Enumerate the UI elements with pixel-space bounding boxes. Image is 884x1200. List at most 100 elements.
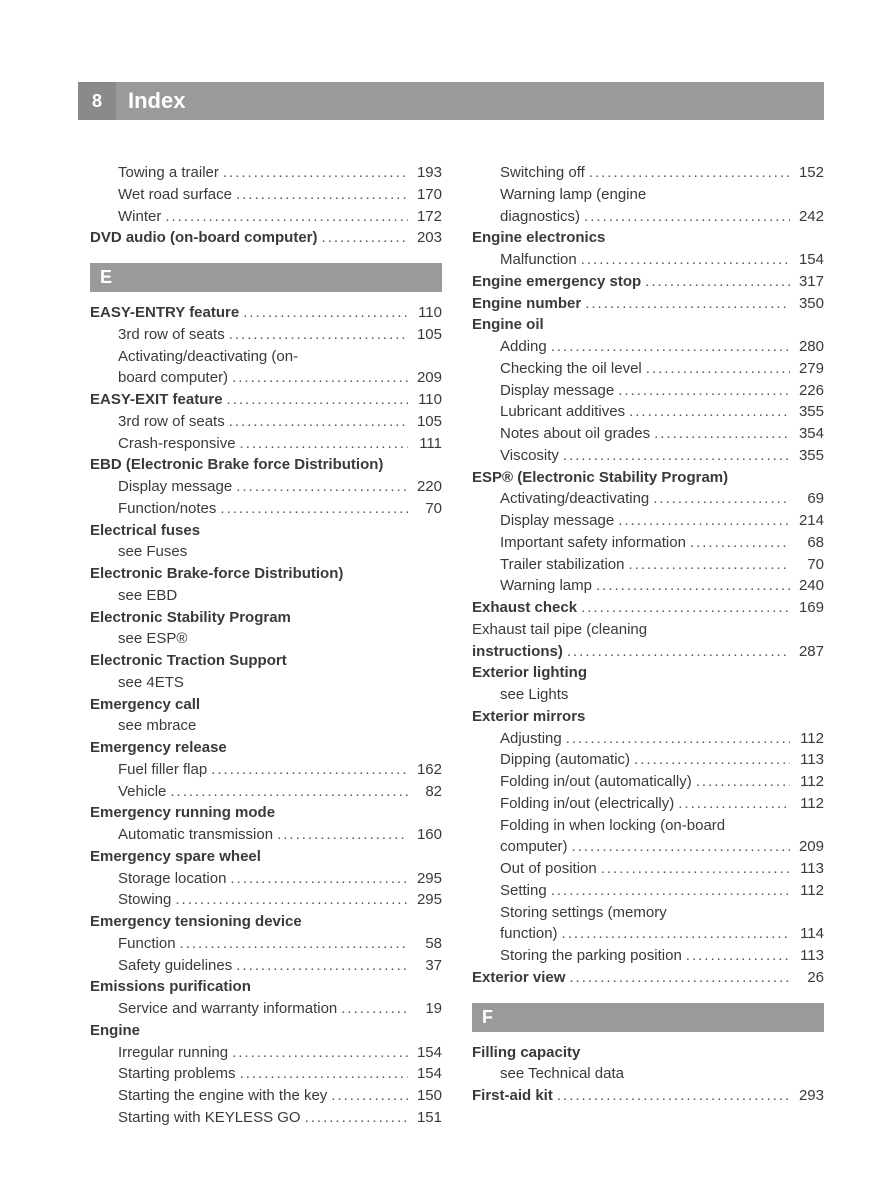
- index-entry: instructions)...........................…: [472, 641, 824, 663]
- index-entry: computer)...............................…: [472, 836, 824, 858]
- index-entry: Malfunction.............................…: [472, 249, 824, 271]
- index-entry-label: see Technical data: [500, 1065, 624, 1082]
- index-entry-page: 242: [790, 206, 824, 228]
- leader-dots: ........................................…: [630, 749, 790, 771]
- index-entry-wrap: Activating/deactivating (on-: [90, 346, 442, 368]
- index-entry: Checking the oil level..................…: [472, 358, 824, 380]
- leader-dots: ........................................…: [581, 293, 790, 315]
- index-entry-page: 111: [408, 433, 442, 455]
- index-entry-page: 355: [790, 401, 824, 423]
- index-entry-label: computer): [500, 836, 568, 858]
- index-entry: Stowing.................................…: [90, 889, 442, 911]
- index-entry: Engine oil: [472, 314, 824, 336]
- leader-dots: ........................................…: [232, 184, 408, 206]
- index-entry: Dipping (automatic).....................…: [472, 749, 824, 771]
- index-entry: Safety guidelines.......................…: [90, 955, 442, 977]
- index-entry-label: Display message: [118, 476, 232, 498]
- index-entry-page: 317: [790, 271, 824, 293]
- index-entry: function)...............................…: [472, 923, 824, 945]
- index-entry-label: Engine number: [472, 293, 581, 315]
- index-entry: Trailer stabilization...................…: [472, 554, 824, 576]
- index-entry-wrap: Storing settings (memory: [472, 902, 824, 924]
- index-entry-label: Dipping (automatic): [500, 749, 630, 771]
- leader-dots: ........................................…: [585, 162, 790, 184]
- index-entry: Warning lamp............................…: [472, 575, 824, 597]
- index-entry: Out of position.........................…: [472, 858, 824, 880]
- index-entry-label: Exterior lighting: [472, 664, 587, 681]
- index-entry-label: see EBD: [118, 587, 177, 604]
- index-entry-label: EASY-EXIT feature: [90, 389, 223, 411]
- index-entry: board computer).........................…: [90, 367, 442, 389]
- index-entry-label: Activating/deactivating: [500, 488, 649, 510]
- index-entry-page: 70: [790, 554, 824, 576]
- index-entry: EASY-ENTRY feature......................…: [90, 302, 442, 324]
- index-entry-label: diagnostics): [500, 206, 580, 228]
- index-entry-label: Trailer stabilization: [500, 554, 625, 576]
- index-entry: ESP® (Electronic Stability Program): [472, 467, 824, 489]
- page-number-tab: 8: [78, 82, 116, 120]
- index-entry: Emergency running mode: [90, 802, 442, 824]
- leader-dots: ........................................…: [166, 781, 408, 803]
- index-entry: Emergency spare wheel: [90, 846, 442, 868]
- leader-dots: ........................................…: [232, 476, 408, 498]
- index-entry-label: Emergency tensioning device: [90, 913, 302, 930]
- leader-dots: ........................................…: [558, 923, 790, 945]
- index-entry: Engine number...........................…: [472, 293, 824, 315]
- index-entry-label: Function: [118, 933, 176, 955]
- index-entry-page: 240: [790, 575, 824, 597]
- leader-dots: ........................................…: [223, 389, 408, 411]
- index-entry-label: Lubricant additives: [500, 401, 625, 423]
- index-entry: Electronic Brake-force Distribution): [90, 563, 442, 585]
- index-entry: Engine emergency stop...................…: [472, 271, 824, 293]
- index-entry: Adjusting...............................…: [472, 728, 824, 750]
- index-entry-label: Adding: [500, 336, 547, 358]
- index-column-right: Switching off...........................…: [472, 162, 824, 1129]
- index-entry-page: 112: [790, 793, 824, 815]
- index-entry-label: Checking the oil level: [500, 358, 642, 380]
- index-entry-page: 355: [790, 445, 824, 467]
- index-entry: Exterior mirrors: [472, 706, 824, 728]
- index-columns: Towing a trailer........................…: [90, 162, 824, 1129]
- leader-dots: ........................................…: [650, 423, 790, 445]
- index-entry: Towing a trailer........................…: [90, 162, 442, 184]
- index-entry-label: Emergency call: [90, 696, 200, 713]
- index-entry-label: Electronic Traction Support: [90, 652, 287, 669]
- leader-dots: ........................................…: [641, 271, 790, 293]
- index-entry: Electrical fuses: [90, 520, 442, 542]
- leader-dots: ........................................…: [176, 933, 408, 955]
- index-entry: Emissions purification: [90, 976, 442, 998]
- index-entry-label: Exhaust check: [472, 597, 577, 619]
- index-entry-label: instructions): [472, 641, 563, 663]
- index-entry: Display message.........................…: [90, 476, 442, 498]
- index-entry: Service and warranty information........…: [90, 998, 442, 1020]
- index-entry-page: 169: [790, 597, 824, 619]
- index-entry-label: EASY-ENTRY feature: [90, 302, 239, 324]
- index-entry: Storing the parking position............…: [472, 945, 824, 967]
- index-entry: Display message.........................…: [472, 510, 824, 532]
- index-entry-label: Function/notes: [118, 498, 216, 520]
- index-entry-label: Notes about oil grades: [500, 423, 650, 445]
- index-entry-page: 112: [790, 728, 824, 750]
- leader-dots: ........................................…: [562, 728, 790, 750]
- index-entry: Exterior lighting: [472, 662, 824, 684]
- index-entry: 3rd row of seats........................…: [90, 411, 442, 433]
- index-entry: Storage location........................…: [90, 868, 442, 890]
- index-entry-label: Malfunction: [500, 249, 577, 271]
- index-entry-label: Emergency release: [90, 739, 227, 756]
- index-entry-label: Filling capacity: [472, 1044, 580, 1061]
- index-entry-label: Crash-responsive: [118, 433, 236, 455]
- index-entry-page: 105: [408, 411, 442, 433]
- index-entry-page: 209: [790, 836, 824, 858]
- index-entry-label: see Fuses: [118, 543, 187, 560]
- index-entry: Folding in/out (electrically)...........…: [472, 793, 824, 815]
- index-entry-label: DVD audio (on-board computer): [90, 227, 318, 249]
- index-entry: Starting with KEYLESS GO................…: [90, 1107, 442, 1129]
- index-entry: EASY-EXIT feature.......................…: [90, 389, 442, 411]
- index-entry: Automatic transmission..................…: [90, 824, 442, 846]
- leader-dots: ........................................…: [559, 445, 790, 467]
- index-entry: First-aid kit...........................…: [472, 1085, 824, 1107]
- index-entry-page: 68: [790, 532, 824, 554]
- leader-dots: ........................................…: [547, 880, 790, 902]
- leader-dots: ........................................…: [219, 162, 408, 184]
- index-entry-label: Storing the parking position: [500, 945, 682, 967]
